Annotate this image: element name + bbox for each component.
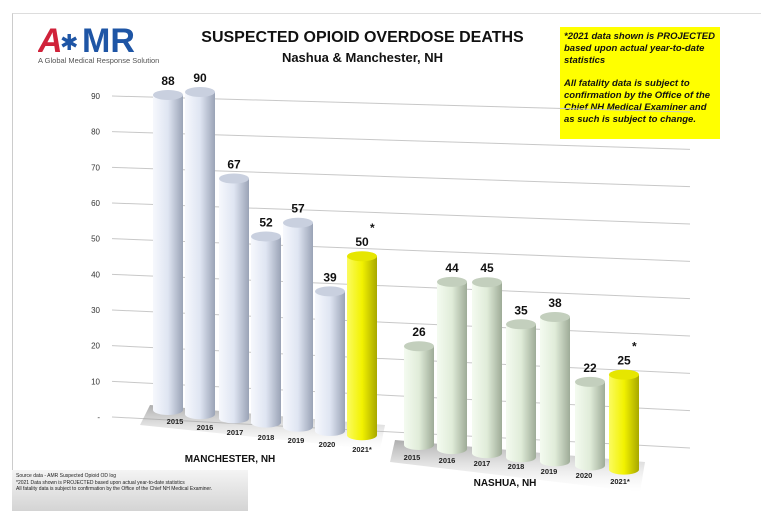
data-label: 50 xyxy=(355,235,369,249)
bar-top xyxy=(219,173,249,184)
chart-subtitle: Nashua & Manchester, NH xyxy=(281,50,444,65)
bar-top xyxy=(437,276,467,287)
data-label: 90 xyxy=(193,71,207,85)
note-confirmation: All fatality data is subject to confirma… xyxy=(564,78,711,125)
x-tick-label: 2017 xyxy=(474,459,491,468)
y-tick-label: - xyxy=(97,413,100,422)
projected-marker: * xyxy=(632,340,637,354)
bar-manchester-2021 xyxy=(347,256,377,441)
x-tick-label: 2017 xyxy=(227,428,244,437)
data-label: 44 xyxy=(445,261,459,275)
projected-marker: * xyxy=(370,221,375,235)
y-tick-label: 30 xyxy=(91,306,100,315)
data-label: 45 xyxy=(480,261,494,275)
y-tick-label: 90 xyxy=(91,92,100,101)
bar-nashua-2016 xyxy=(437,281,467,455)
y-tick-label: 80 xyxy=(91,128,100,137)
y-tick-label: 50 xyxy=(91,235,100,244)
bar-top xyxy=(575,376,605,387)
x-tick-label: 2019 xyxy=(288,436,305,445)
bar-manchester-2016 xyxy=(185,92,215,420)
bar-top xyxy=(153,89,183,100)
bar-top xyxy=(540,312,570,322)
bar-top xyxy=(404,341,434,352)
bar-top xyxy=(185,87,215,97)
data-label: 39 xyxy=(323,270,337,284)
y-tick-label: 40 xyxy=(91,270,100,279)
bar-top xyxy=(251,231,281,242)
x-tick-label: 2018 xyxy=(508,462,525,471)
group-label: MANCHESTER, NH xyxy=(185,454,276,465)
note-projected: *2021 data shown is PROJECTED based upon… xyxy=(564,31,715,66)
projection-note: *2021 data shown is PROJECTED based upon… xyxy=(560,27,720,139)
data-label: 35 xyxy=(514,303,528,317)
data-label: 67 xyxy=(227,158,241,172)
x-tick-label: 2021* xyxy=(610,477,630,486)
data-label: 38 xyxy=(548,296,562,310)
x-tick-label: 2018 xyxy=(258,433,275,442)
x-tick-label: 2021* xyxy=(352,445,372,454)
data-label: 52 xyxy=(259,215,273,229)
x-tick-label: 2015 xyxy=(404,453,421,462)
data-label: 57 xyxy=(291,202,305,216)
source-footnote: Source data - AMR Suspected Opioid OD lo… xyxy=(12,470,248,511)
star-of-life-icon: ✱ xyxy=(60,30,78,55)
bar-nashua-2019 xyxy=(540,317,570,467)
data-label: 26 xyxy=(412,325,426,339)
bar-nashua-2020 xyxy=(575,381,605,471)
y-tick-label: 70 xyxy=(91,163,100,172)
footnote-projected: *2021 Data shown is PROJECTED based upon… xyxy=(16,479,185,486)
x-tick-label: 2015 xyxy=(167,417,184,426)
bar-nashua-2021 xyxy=(609,374,639,475)
bar-manchester-2017 xyxy=(219,178,249,424)
chart-title: SUSPECTED OPIOID OVERDOSE DEATHS xyxy=(201,29,524,46)
x-tick-label: 2020 xyxy=(319,440,336,449)
x-tick-label: 2020 xyxy=(576,471,593,480)
x-tick-label: 2019 xyxy=(541,467,558,476)
footnote-confirmation: All fatality data is subject to confirma… xyxy=(16,486,213,492)
data-label: 22 xyxy=(583,361,597,375)
logo-tagline: A Global Medical Response Solution xyxy=(38,56,160,65)
slide-frame xyxy=(12,13,761,511)
bar-top xyxy=(609,369,639,380)
amr-logo: A ✱ MR xyxy=(38,22,135,60)
bar-manchester-2019 xyxy=(283,222,313,432)
bar-top xyxy=(315,286,345,297)
footnote-source: Source data - AMR Suspected Opioid OD lo… xyxy=(16,473,117,479)
bar-top xyxy=(283,217,313,228)
bar-nashua-2018 xyxy=(506,324,536,463)
data-label: 25 xyxy=(617,354,631,368)
bar-manchester-2018 xyxy=(251,236,281,428)
svg-text:MR: MR xyxy=(82,22,135,60)
bar-top xyxy=(472,277,502,288)
data-label: 88 xyxy=(161,74,175,88)
y-tick-label: 10 xyxy=(91,377,100,386)
bar-top xyxy=(347,251,377,262)
bar-manchester-2015 xyxy=(153,94,183,416)
y-tick-label: 60 xyxy=(91,199,100,208)
bar-top xyxy=(506,319,536,330)
y-tick-label: 20 xyxy=(91,342,100,351)
x-tick-label: 2016 xyxy=(197,423,214,432)
bar-manchester-2020 xyxy=(315,291,345,436)
bar-nashua-2017 xyxy=(472,282,502,459)
svg-text:A: A xyxy=(38,22,63,60)
group-label: NASHUA, NH xyxy=(474,478,537,489)
bar-nashua-2015 xyxy=(404,346,434,450)
x-tick-label: 2016 xyxy=(439,456,456,465)
